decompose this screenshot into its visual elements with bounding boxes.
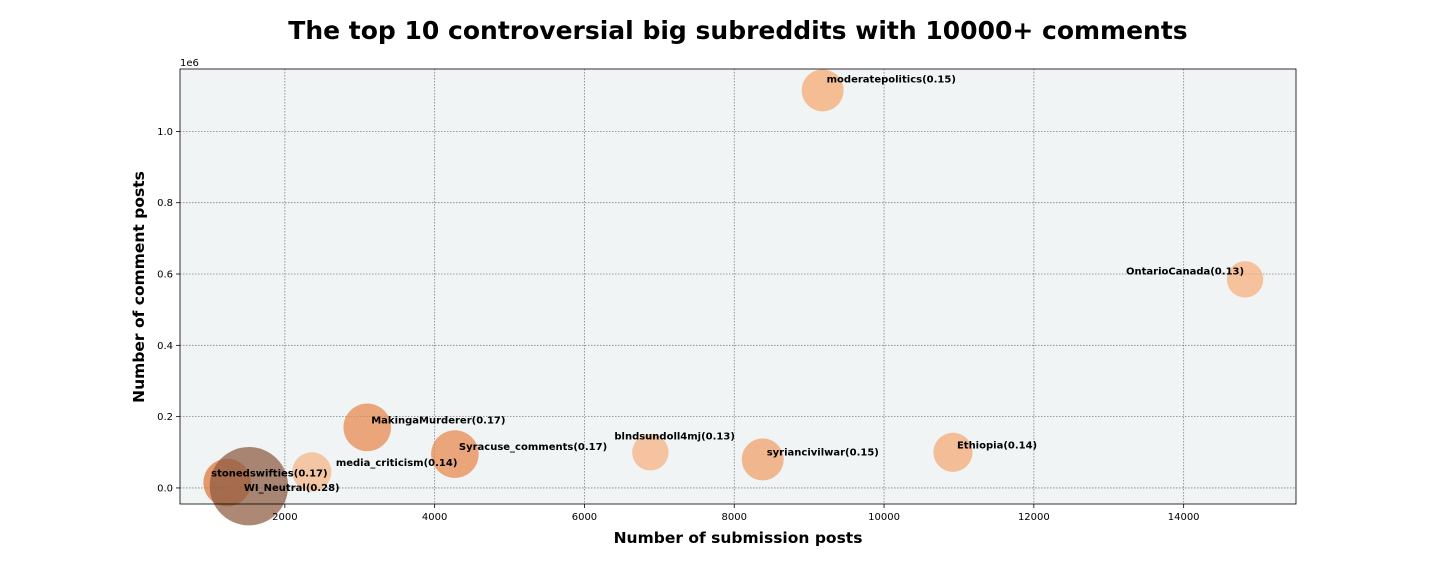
y-axis-ticks: 0.0 0.2 0.4 0.6 0.8 1.0 [157, 127, 180, 494]
y-tick-label: 0.0 [157, 483, 173, 494]
x-tick-label: 4000 [422, 512, 447, 523]
y-axis-label: Number of comment posts [130, 171, 148, 403]
grid [180, 69, 1296, 504]
bubble-point [741, 438, 784, 481]
bubble-point [632, 434, 669, 471]
chart-title: The top 10 controversial big subreddits … [288, 16, 1187, 45]
point-label: syriancivilwar(0.15) [767, 447, 879, 458]
bubble-point [1226, 261, 1264, 298]
plot-frame [179, 68, 1297, 505]
x-tick-label: 8000 [722, 512, 747, 523]
y-tick-label: 0.6 [157, 270, 173, 281]
x-tick-label: 6000 [572, 512, 597, 523]
y-tick-label: 0.8 [157, 198, 173, 209]
x-axis-ticks: 2000 4000 6000 8000 10000 12000 14000 [272, 504, 1200, 523]
point-label: Ethiopia(0.14) [957, 440, 1037, 451]
y-tick-label: 0.2 [157, 412, 173, 423]
bubble-point [343, 403, 392, 452]
point-label: media_criticism(0.14) [336, 458, 458, 469]
point-labels: moderatepolitics(0.15) OntarioCanada(0.13… [211, 74, 1244, 494]
bubble-point [801, 69, 844, 112]
bubble-point [209, 446, 289, 526]
point-label: WI_Neutral(0.28) [244, 483, 340, 494]
point-label: MakingaMurderer(0.17) [371, 415, 505, 426]
x-tick-label: 12000 [1018, 512, 1050, 523]
y-tick-label: 1.0 [157, 127, 173, 138]
y-offset-label: 1e6 [180, 58, 199, 69]
x-axis-label: Number of submission posts [614, 529, 863, 547]
data-points [203, 69, 1264, 526]
x-tick-label: 2000 [272, 512, 297, 523]
y-tick-label: 0.4 [157, 341, 173, 352]
bubble-point [933, 432, 973, 472]
point-label: moderatepolitics(0.15) [827, 74, 956, 85]
x-tick-label: 10000 [868, 512, 900, 523]
point-label: stonedswifties(0.17) [211, 469, 327, 480]
point-label: OntarioCanada(0.13) [1126, 266, 1244, 277]
x-tick-label: 14000 [1168, 512, 1200, 523]
bubble-point [292, 452, 332, 492]
point-label: blndsundoll4mj(0.13) [614, 431, 735, 442]
point-label: Syracuse_comments(0.17) [459, 442, 607, 453]
bubble-point [431, 430, 479, 478]
